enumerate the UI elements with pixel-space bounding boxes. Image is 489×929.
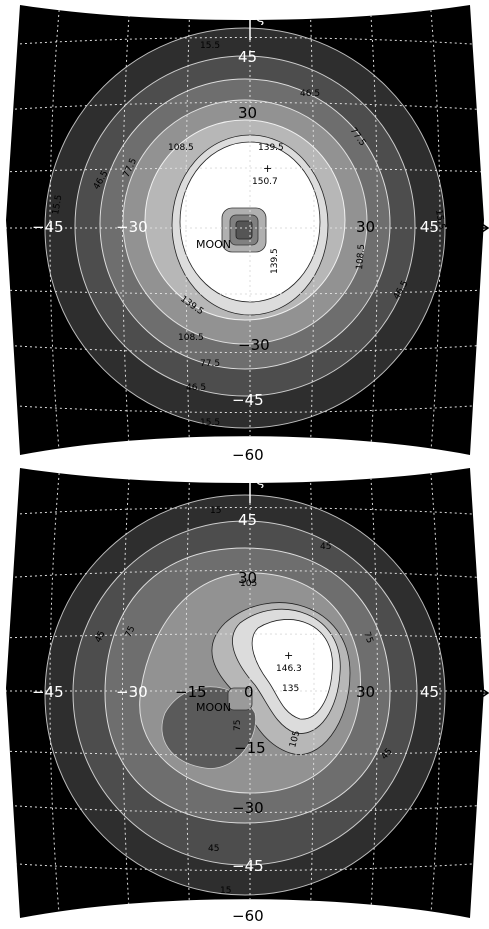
contour-chart-top: ξ η 45 30 −30 −45 −60 −45 −30 30 45 15.5… xyxy=(6,0,489,464)
contour-map-top: ξ η 45 30 −30 −45 −60 −45 −30 30 45 15.5… xyxy=(0,0,489,464)
eta-tick-label: −30 xyxy=(116,218,148,236)
xi-tick-label: 45 xyxy=(238,511,257,529)
xi-arrow-icon xyxy=(242,0,258,15)
xi-tick-label: −60 xyxy=(232,446,264,462)
contour-label: 15.5 xyxy=(200,418,220,428)
coordinate-grid xyxy=(6,5,484,455)
contour-label: 45 xyxy=(320,542,331,552)
eta-tick-label: 45 xyxy=(420,218,439,236)
eta-axis-label: η xyxy=(455,673,465,691)
xi-tick-label: −45 xyxy=(232,391,264,409)
contour-label: 45 xyxy=(94,630,108,645)
moon-region xyxy=(235,220,253,240)
contour-label: 75 xyxy=(361,631,374,645)
contour-label: 46.5 xyxy=(300,89,320,99)
max-marker-icon: + xyxy=(263,162,272,175)
contour-label: 15.5 xyxy=(200,41,220,51)
contour-label: 15.5 xyxy=(433,209,446,230)
contour-label: 15 xyxy=(220,886,231,896)
moon-label: MOON xyxy=(196,238,231,251)
coordinate-grid xyxy=(6,468,484,918)
contour-chart-bottom: ξ η 45 30 −15 −30 −45 −60 −45 −30 −15 0 … xyxy=(6,463,489,925)
contour-band xyxy=(251,619,333,720)
contour-label: 15 xyxy=(445,609,458,623)
xi-tick-label: −15 xyxy=(234,739,266,757)
eta-tick-label: −15 xyxy=(175,683,207,701)
max-value-label: 150.7 xyxy=(252,177,278,187)
xi-tick-label: −45 xyxy=(232,857,264,875)
contour-map-bottom: ξ η 45 30 −15 −30 −45 −60 −45 −30 −15 0 … xyxy=(0,463,489,925)
xi-arrow-icon xyxy=(242,463,258,478)
contour-label: 139.5 xyxy=(258,143,284,153)
xi-axis-label: ξ xyxy=(256,471,264,489)
eta-tick-label: −30 xyxy=(116,683,148,701)
contour-label: 77.5 xyxy=(200,359,220,369)
eta-tick-label: 0 xyxy=(244,683,254,701)
max-marker-icon: + xyxy=(284,649,293,662)
contour-label: 15.5 xyxy=(51,194,64,215)
xi-tick-label: 30 xyxy=(238,569,257,587)
contour-label: 135 xyxy=(282,684,299,694)
eta-arrow-icon xyxy=(475,219,489,237)
contour-label: 139.5 xyxy=(270,248,280,274)
eta-tick-label: 30 xyxy=(356,683,375,701)
moon-region xyxy=(227,687,253,711)
max-value-label: 146.3 xyxy=(276,664,302,674)
xi-tick-label: −30 xyxy=(238,336,270,354)
contour-label: 45 xyxy=(208,844,219,854)
xi-tick-label: −30 xyxy=(232,799,264,817)
contour-label: 75 xyxy=(124,625,138,640)
contour-label: 108.5 xyxy=(355,244,367,271)
xi-tick-label: −60 xyxy=(232,907,264,925)
contour-label: 108.5 xyxy=(168,143,194,153)
contour-label: 46.5 xyxy=(186,383,206,393)
xi-tick-label: 30 xyxy=(238,104,257,122)
xi-tick-label: 45 xyxy=(238,48,257,66)
contour-label: 108.5 xyxy=(178,333,204,343)
contour-label: 105 xyxy=(288,730,302,749)
contour-label: 15 xyxy=(210,506,221,516)
eta-tick-label: 45 xyxy=(420,683,439,701)
xi-axis-label: ξ xyxy=(256,8,264,26)
eta-axis-label: η xyxy=(455,208,465,226)
contour-label: 105 xyxy=(240,579,257,589)
eta-tick-label: −45 xyxy=(32,218,64,236)
eta-tick-label: 30 xyxy=(356,218,375,236)
moon-label: MOON xyxy=(196,701,231,714)
eta-arrow-icon xyxy=(475,684,489,702)
contour-label: 75 xyxy=(233,720,243,731)
eta-tick-label: −45 xyxy=(32,683,64,701)
